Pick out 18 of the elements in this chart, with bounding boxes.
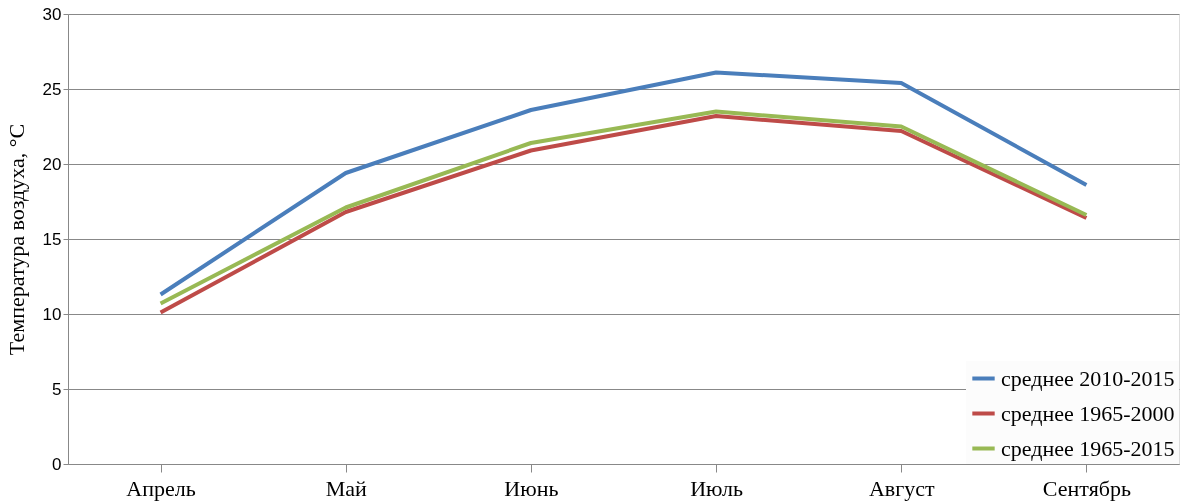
legend-label: среднее 1965-2000	[1001, 400, 1175, 426]
y-axis-title: Температура воздуха, °С	[3, 123, 29, 356]
y-tick-label: 25	[42, 79, 62, 99]
x-tick-label: Июль	[690, 475, 743, 501]
x-tick-label: Сентябрь	[1042, 475, 1131, 501]
y-tick-label: 5	[52, 379, 62, 399]
x-tick-label: Июнь	[504, 475, 559, 501]
y-tick-label: 15	[42, 229, 62, 249]
x-tick-label: Август	[868, 475, 935, 501]
x-tick-label: Май	[325, 475, 368, 501]
y-tick-label: 30	[42, 4, 62, 24]
legend-label: среднее 1965-2015	[1001, 435, 1175, 461]
y-tick-label: 10	[42, 304, 62, 324]
y-tick-label: 0	[52, 454, 62, 474]
x-tick-label: Апрель	[126, 475, 196, 501]
line-series	[158, 70, 1089, 297]
y-tick-label: 20	[42, 154, 62, 174]
legend-label: среднее 2010-2015	[1001, 365, 1175, 391]
